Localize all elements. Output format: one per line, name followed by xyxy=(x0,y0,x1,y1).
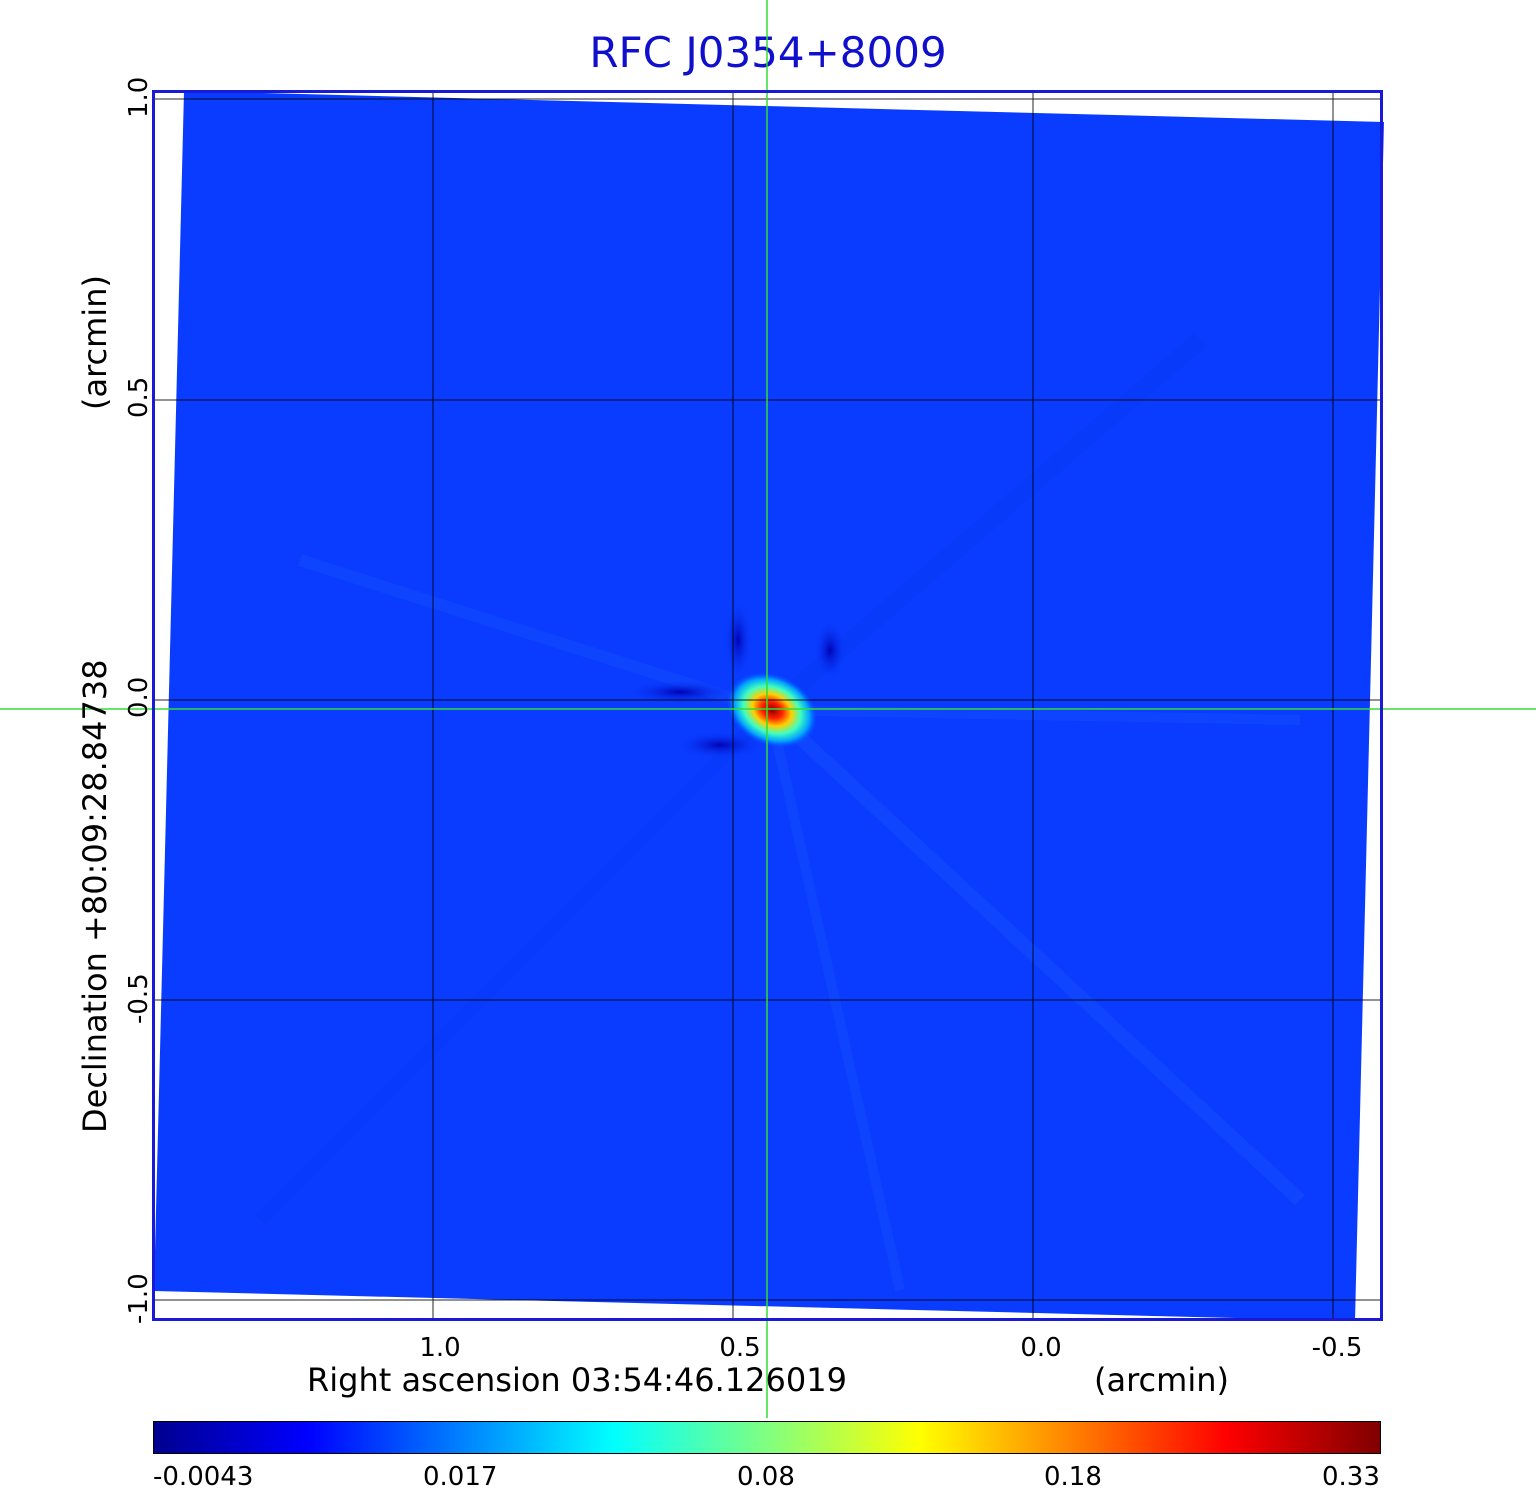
x-tick-label: -0.5 xyxy=(1311,1333,1363,1363)
y-tick-label: -1.0 xyxy=(124,1273,154,1324)
crosshair[interactable] xyxy=(0,0,1536,1418)
x-axis-units: (arcmin) xyxy=(1094,1361,1229,1399)
negative-lobe xyxy=(724,600,752,680)
y-axis-label: Declination +80:09:28.84738 xyxy=(76,659,114,1133)
plot-frame xyxy=(152,90,1383,1321)
y-tick-label: 1.0 xyxy=(124,76,154,118)
colorbar-tick-label: 0.08 xyxy=(737,1462,795,1492)
colorbar xyxy=(153,1421,1381,1454)
colorbar-tick-label: 0.33 xyxy=(1322,1462,1380,1492)
negative-lobe xyxy=(814,620,846,680)
x-tick-label: 0.5 xyxy=(719,1333,761,1363)
negative-lobe xyxy=(675,731,765,759)
y-tick-label: 0.5 xyxy=(124,376,154,418)
coordinate-grid xyxy=(153,92,1383,1320)
colorbar-tick-label: 0.18 xyxy=(1044,1462,1102,1492)
image-title: RFC J0354+8009 xyxy=(589,28,947,77)
x-tick-label: 1.0 xyxy=(419,1333,461,1363)
radio-source[interactable] xyxy=(713,657,830,763)
negative-lobe xyxy=(625,680,735,704)
y-tick-label: -0.5 xyxy=(124,973,154,1024)
x-axis-label: Right ascension 03:54:46.126019 xyxy=(307,1361,847,1399)
y-axis-units: (arcmin) xyxy=(76,275,114,410)
colorbar-tick-label: -0.0043 xyxy=(153,1462,254,1492)
colorbar-tick-label: 0.017 xyxy=(423,1462,498,1492)
x-tick-label: 0.0 xyxy=(1020,1333,1062,1363)
y-tick-label: 0.0 xyxy=(124,676,154,718)
